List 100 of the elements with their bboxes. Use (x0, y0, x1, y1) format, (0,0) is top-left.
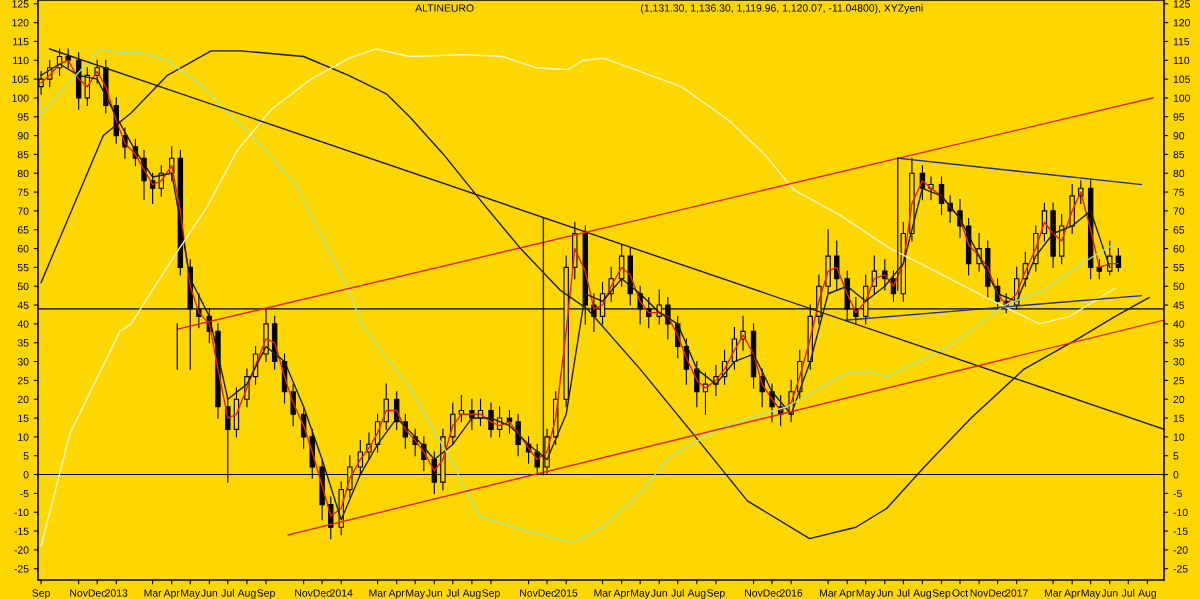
x-tick-label: Sep (932, 589, 951, 599)
y2-tick-label: 125 (1173, 0, 1190, 8)
y-tick-label: -5 (20, 489, 29, 498)
y2-tick-label: 5 (1173, 452, 1179, 460)
x-tick-label: Aug (687, 589, 706, 599)
y-tick-label: 70 (17, 207, 29, 215)
y-tick-label: 65 (17, 226, 29, 234)
x-tick-label: Jul (221, 589, 234, 597)
y2-tick-label: 45 (1173, 301, 1185, 309)
x-tick-label: Nov (520, 589, 538, 597)
x-tick-label: Nov (70, 589, 88, 597)
chart-subtitle: (1,131.30, 1,136.30, 1,119.96, 1,120.07, -11.04800), XYZyeni (641, 4, 923, 14)
y2-tick-label: 120 (1173, 19, 1190, 27)
x-tick-label: 2013 (105, 589, 128, 597)
x-tick-label: Mar (1044, 589, 1062, 597)
x-tick-label: Jul (896, 589, 910, 597)
x-tick-label: Dec (763, 589, 782, 597)
x-tick-label: Nov (745, 589, 763, 597)
y2-tick-label: -20 (1173, 546, 1188, 554)
x-tick-label: May (406, 589, 425, 599)
x-tick-label: May (856, 589, 876, 599)
x-tick-label: Dec (313, 589, 332, 597)
y-tick-label: -25 (14, 565, 29, 573)
x-tick-label: Aug (1138, 589, 1156, 599)
y-tick-label: 90 (17, 132, 29, 140)
x-tick-label: Apr (163, 589, 180, 599)
y-tick-label: 15 (18, 414, 29, 422)
y-tick-label: 60 (17, 245, 29, 253)
x-tick-label: 2016 (780, 589, 803, 597)
x-tick-label: 2015 (555, 589, 578, 597)
x-tick-label: May (1081, 589, 1101, 599)
y-tick-label: 5 (23, 452, 29, 460)
y-tick-label: 35 (17, 339, 29, 347)
y2-tick-label: 80 (1173, 169, 1185, 178)
y-tick-label: -20 (14, 546, 29, 554)
x-tick-label: Jul (671, 589, 684, 597)
x-tick-label: Mar (820, 589, 837, 597)
y2-tick-label: -15 (1173, 527, 1188, 535)
y2-tick-label: 65 (1173, 226, 1185, 234)
y-tick-label: 115 (13, 38, 29, 46)
y-tick-label: 120 (12, 19, 29, 27)
y2-tick-label: 30 (1173, 358, 1185, 366)
y2-tick-label: 0 (1173, 471, 1179, 479)
x-tick-label: Jun (1101, 589, 1118, 597)
x-tick-label: Apr (613, 589, 630, 599)
y-tick-label: 100 (12, 94, 29, 102)
x-tick-label: 2017 (1005, 589, 1028, 597)
y2-tick-label: 55 (1173, 264, 1185, 272)
x-tick-label: Apr (839, 589, 856, 599)
x-tick-label: Mar (369, 589, 387, 597)
y-tick-label: 40 (17, 320, 29, 328)
x-tick-label: Jun (876, 589, 893, 597)
y2-tick-label: 95 (1173, 113, 1185, 121)
y2-tick-label: 100 (1173, 94, 1190, 102)
x-tick-label: Mar (594, 589, 612, 597)
y2-tick-label: 75 (1173, 188, 1185, 196)
x-tick-label: Jul (446, 589, 459, 597)
x-tick-label: Dec (538, 589, 557, 597)
x-tick-label: Jun (651, 589, 667, 597)
x-tick-label: Apr (388, 589, 405, 599)
y2-tick-label: 85 (1173, 150, 1185, 159)
y2-tick-label: -5 (1173, 489, 1182, 498)
x-tick-label: Sep (257, 589, 275, 599)
x-tick-label: Mar (144, 589, 162, 597)
y2-tick-label: 70 (1173, 207, 1185, 215)
x-tick-label: Nov (970, 589, 989, 597)
x-tick-label: Aug (913, 589, 931, 599)
x-tick-label: Aug (237, 589, 256, 599)
y2-tick-label: 60 (1173, 245, 1185, 253)
x-tick-label: Oct (952, 589, 969, 597)
y-tick-label: 20 (17, 395, 29, 404)
y-tick-label: -15 (14, 527, 29, 535)
x-tick-label: Apr (1064, 589, 1081, 599)
x-tick-label: May (631, 589, 650, 599)
y2-tick-label: 105 (1173, 75, 1190, 83)
y-tick-label: 45 (17, 301, 29, 309)
x-tick-label: Sep (482, 589, 500, 599)
y2-tick-label: 40 (1173, 320, 1185, 328)
y2-tick-label: 25 (1173, 376, 1185, 385)
y-tick-label: -10 (14, 508, 29, 517)
y-tick-label: 95 (17, 113, 29, 121)
x-tick-label: Aug (462, 589, 481, 599)
y-tick-label: 85 (17, 150, 29, 159)
y2-tick-label: 20 (1173, 395, 1185, 404)
x-tick-label: Nov (295, 589, 313, 597)
x-tick-label: Dec (989, 589, 1007, 597)
x-tick-label: 2014 (330, 589, 353, 597)
x-tick-label: Dec (88, 589, 107, 597)
x-tick-label: Jun (201, 589, 218, 597)
y2-tick-label: 90 (1173, 132, 1185, 140)
chart-title: ALTINEURO (415, 4, 474, 12)
y-tick-label: 80 (17, 169, 29, 178)
y-tick-label: 75 (17, 188, 29, 196)
y-tick-label: 125 (12, 0, 29, 8)
y-tick-label: 0 (23, 471, 29, 479)
y2-tick-label: 35 (1173, 339, 1185, 347)
y-tick-label: 25 (17, 376, 29, 385)
y-tick-label: 110 (13, 56, 29, 65)
y2-tick-label: -10 (1173, 508, 1188, 517)
x-tick-label: Sep (707, 589, 725, 599)
